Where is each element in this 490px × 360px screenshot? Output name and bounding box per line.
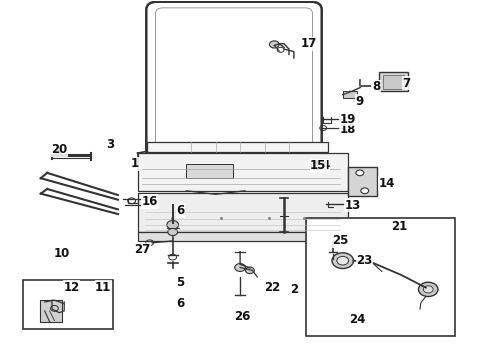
Text: 4: 4: [321, 159, 330, 172]
Circle shape: [418, 282, 438, 297]
Text: 15: 15: [310, 159, 326, 172]
Text: 19: 19: [340, 113, 356, 126]
Circle shape: [168, 228, 177, 235]
Text: 13: 13: [344, 199, 361, 212]
Text: 21: 21: [391, 220, 407, 233]
Text: 26: 26: [234, 310, 251, 323]
Text: 7: 7: [402, 77, 410, 90]
Text: 24: 24: [349, 313, 366, 327]
Bar: [138, 193, 347, 232]
Circle shape: [167, 221, 178, 229]
Text: 8: 8: [372, 80, 380, 93]
Circle shape: [337, 256, 348, 265]
Text: 23: 23: [357, 254, 373, 267]
Bar: [306, 218, 455, 336]
Bar: [343, 91, 357, 98]
Bar: [186, 164, 233, 178]
Circle shape: [356, 170, 364, 176]
Circle shape: [270, 41, 279, 48]
Text: 22: 22: [264, 281, 280, 294]
Text: 10: 10: [53, 247, 70, 260]
Text: 6: 6: [176, 204, 185, 217]
Text: 11: 11: [95, 281, 111, 294]
Circle shape: [332, 253, 353, 269]
Text: 3: 3: [106, 138, 115, 150]
Bar: [383, 75, 404, 89]
Bar: [138, 153, 347, 191]
Text: 27: 27: [134, 243, 150, 256]
Text: 14: 14: [378, 177, 395, 190]
Text: 20: 20: [51, 143, 68, 156]
Circle shape: [235, 264, 245, 271]
Circle shape: [423, 286, 433, 293]
Circle shape: [245, 267, 254, 274]
Text: 9: 9: [356, 95, 364, 108]
Polygon shape: [347, 167, 377, 196]
Text: 16: 16: [142, 195, 158, 208]
Bar: [138, 232, 347, 241]
Bar: [379, 72, 408, 91]
Text: 1: 1: [131, 157, 139, 170]
Text: 18: 18: [340, 123, 356, 136]
Bar: [40, 300, 62, 321]
Bar: [23, 280, 113, 329]
Text: 17: 17: [300, 37, 317, 50]
Text: 12: 12: [63, 281, 80, 294]
Circle shape: [361, 188, 368, 194]
Text: 6: 6: [176, 297, 185, 310]
Text: 5: 5: [176, 276, 185, 289]
Bar: [147, 141, 328, 152]
Text: 2: 2: [290, 283, 298, 296]
Text: 25: 25: [332, 234, 348, 247]
